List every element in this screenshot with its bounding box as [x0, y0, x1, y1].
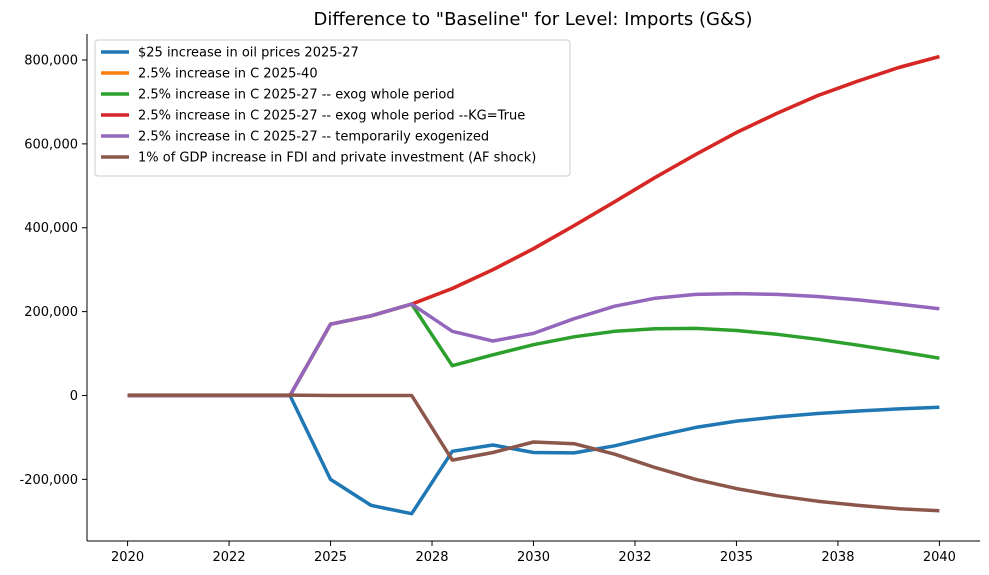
y-ticks: -200,000 0 200,000 400,000 600,000 800,000 [20, 54, 87, 488]
x-ticks: 2020 2022 2025 2028 2030 2032 2035 2038 2040 [111, 541, 956, 565]
x-tick-label: 2028 [415, 550, 448, 565]
x-tick-label: 2035 [720, 550, 753, 565]
x-tick-label: 2032 [618, 550, 651, 565]
legend-label: 2.5% increase in C 2025-27 -- exog whole… [138, 88, 455, 103]
series-line-6 [127, 393, 940, 513]
legend-label: 2.5% increase in C 2025-27 -- temporaril… [138, 130, 489, 145]
y-tick-label: 600,000 [24, 137, 78, 152]
legend-label: 2.5% increase in C 2025-40 [138, 67, 318, 82]
legend-label: $25 increase in oil prices 2025-27 [138, 46, 359, 61]
x-tick-label: 2022 [213, 550, 246, 565]
y-tick-label: 400,000 [24, 221, 78, 236]
legend-label: 1% of GDP increase in FDI and private in… [138, 151, 536, 166]
chart-title: Difference to "Baseline" for Level: Impo… [314, 9, 753, 30]
x-tick-label: 2030 [517, 550, 550, 565]
y-tick-label: 800,000 [24, 54, 78, 69]
x-tick-label: 2025 [314, 550, 347, 565]
y-tick-label: 200,000 [24, 305, 78, 320]
series-line-3 [127, 302, 940, 398]
series-line-1 [127, 393, 940, 516]
legend: $25 increase in oil prices 2025-27 2.5% i… [94, 39, 571, 177]
x-tick-label: 2020 [111, 550, 144, 565]
y-tick-label: -200,000 [20, 473, 78, 488]
plot-lines [127, 54, 940, 516]
legend-box [94, 39, 571, 177]
y-tick-label: 0 [70, 389, 78, 404]
x-tick-label: 2038 [821, 550, 854, 565]
legend-label: 2.5% increase in C 2025-27 -- exog whole… [138, 109, 525, 124]
x-tick-label: 2040 [923, 550, 956, 565]
